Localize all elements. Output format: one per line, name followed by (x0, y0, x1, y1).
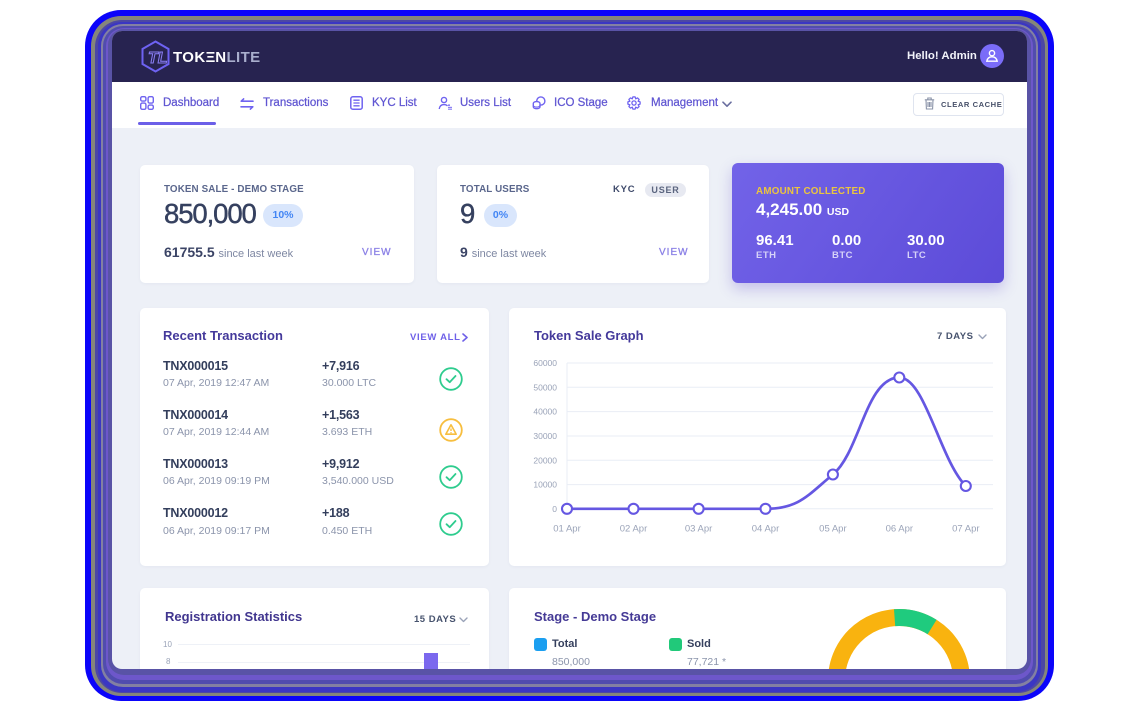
svg-text:07 Apr: 07 Apr (952, 524, 979, 535)
svg-text:20000: 20000 (533, 455, 557, 465)
svg-text:06 Apr: 06 Apr (886, 524, 913, 535)
svg-text:01 Apr: 01 Apr (553, 524, 580, 535)
svg-text:05 Apr: 05 Apr (819, 524, 846, 535)
svg-text:10000: 10000 (533, 480, 557, 490)
svg-text:30000: 30000 (533, 431, 557, 441)
svg-text:0: 0 (552, 504, 557, 514)
svg-text:50000: 50000 (533, 382, 557, 392)
svg-text:03 Apr: 03 Apr (685, 524, 712, 535)
svg-text:60000: 60000 (533, 358, 557, 368)
svg-text:TL: TL (148, 50, 168, 67)
svg-text:02 Apr: 02 Apr (620, 524, 647, 535)
svg-text:40000: 40000 (533, 407, 557, 417)
svg-text:04 Apr: 04 Apr (752, 524, 779, 535)
